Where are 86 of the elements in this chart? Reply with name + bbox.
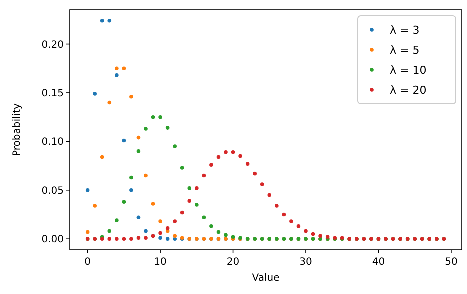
- y-tick-label: 0.00: [42, 234, 64, 246]
- point: [136, 136, 141, 140]
- legend-label: λ = 20: [390, 84, 427, 97]
- point: [151, 202, 156, 206]
- point: [122, 237, 126, 241]
- point: [158, 220, 162, 224]
- point: [130, 176, 134, 180]
- x-tick-label: 0: [84, 257, 92, 268]
- y-axis-title: Probability: [12, 103, 23, 156]
- point: [238, 154, 242, 158]
- point: [108, 237, 112, 241]
- point: [311, 232, 316, 236]
- point: [86, 188, 90, 192]
- y-tick-label: 0.15: [42, 88, 64, 100]
- y-tick-label: 0.10: [42, 137, 64, 148]
- point: [158, 231, 162, 236]
- legend-label: λ = 10: [390, 64, 427, 77]
- point: [173, 144, 177, 148]
- x-tick-label: 10: [154, 257, 167, 268]
- point: [210, 163, 214, 167]
- point: [166, 126, 170, 130]
- point: [173, 234, 177, 238]
- point: [246, 162, 250, 166]
- point: [216, 155, 221, 160]
- legend-label: λ = 5: [390, 44, 420, 57]
- point: [136, 236, 141, 240]
- point: [144, 229, 148, 234]
- point: [151, 115, 156, 120]
- point: [282, 212, 286, 217]
- point: [202, 216, 206, 220]
- point: [166, 237, 170, 241]
- point: [224, 150, 228, 154]
- point: [188, 199, 192, 204]
- point: [158, 236, 162, 240]
- point: [93, 204, 97, 208]
- point: [180, 210, 184, 215]
- point: [130, 94, 134, 99]
- point: [130, 188, 134, 192]
- point: [115, 218, 119, 222]
- point: [122, 200, 126, 204]
- point: [144, 236, 148, 240]
- point: [210, 224, 214, 228]
- point: [122, 138, 126, 143]
- x-tick-label: 40: [372, 257, 386, 268]
- point: [296, 224, 301, 228]
- x-axis-title: Value: [252, 273, 280, 284]
- point: [231, 150, 236, 154]
- point: [260, 182, 264, 186]
- point: [130, 237, 134, 241]
- point: [275, 204, 279, 208]
- y-tick-label: 0.20: [42, 40, 64, 51]
- point: [318, 234, 322, 238]
- point: [158, 115, 162, 120]
- point: [195, 186, 199, 190]
- point: [188, 186, 192, 190]
- point: [115, 74, 119, 78]
- point: [202, 174, 206, 178]
- point: [108, 229, 112, 234]
- x-tick-label: 50: [445, 257, 458, 268]
- point: [173, 220, 177, 224]
- point: [195, 203, 199, 207]
- point: [122, 66, 126, 71]
- point: [253, 172, 257, 176]
- point: [108, 19, 112, 23]
- point: [144, 174, 148, 178]
- point: [216, 230, 221, 234]
- x-tick-label: 30: [300, 257, 312, 268]
- point: [224, 233, 228, 238]
- point: [304, 229, 308, 234]
- point: [136, 216, 141, 220]
- point: [144, 127, 148, 131]
- point: [108, 100, 112, 105]
- legend-label: λ = 3: [390, 24, 420, 37]
- point: [166, 226, 170, 230]
- x-tick-label: 20: [226, 257, 240, 268]
- point: [268, 193, 272, 198]
- point: [100, 19, 104, 23]
- point: [180, 166, 184, 170]
- point: [136, 150, 141, 154]
- point: [86, 230, 90, 234]
- point: [100, 155, 104, 160]
- point: [115, 237, 119, 241]
- point: [290, 220, 294, 224]
- point: [93, 92, 97, 96]
- point: [115, 66, 119, 71]
- y-tick-label: 0.05: [42, 186, 64, 197]
